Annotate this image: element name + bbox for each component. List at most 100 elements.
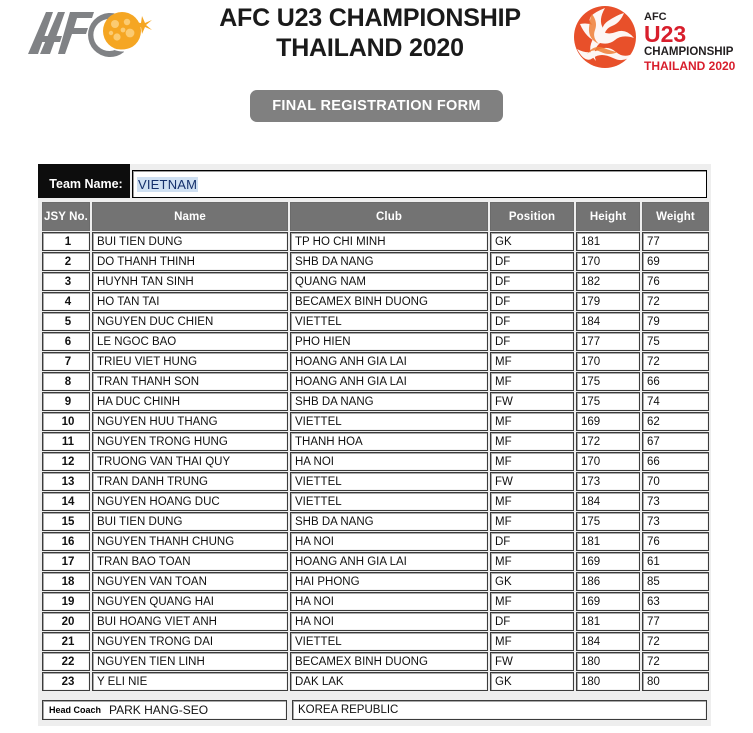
player-club[interactable]: HOANG ANH GIA LAI [290,352,488,371]
player-position[interactable]: FW [490,652,574,671]
player-height[interactable]: 170 [576,452,640,471]
player-club[interactable]: HOANG ANH GIA LAI [290,552,488,571]
player-jsy-number[interactable]: 17 [42,552,90,571]
player-jsy-number[interactable]: 4 [42,292,90,311]
player-weight[interactable]: 62 [642,412,709,431]
player-height[interactable]: 180 [576,672,640,691]
player-height[interactable]: 180 [576,652,640,671]
player-jsy-number[interactable]: 21 [42,632,90,651]
player-club[interactable]: DAK LAK [290,672,488,691]
player-club[interactable]: VIETTEL [290,312,488,331]
player-name[interactable]: NGUYEN QUANG HAI [92,592,288,611]
player-weight[interactable]: 72 [642,352,709,371]
player-club[interactable]: VIETTEL [290,412,488,431]
player-name[interactable]: NGUYEN TIEN LINH [92,652,288,671]
player-position[interactable]: DF [490,312,574,331]
player-name[interactable]: NGUYEN DUC CHIEN [92,312,288,331]
player-club[interactable]: THANH HOA [290,432,488,451]
player-club[interactable]: QUANG NAM [290,272,488,291]
player-weight[interactable]: 66 [642,372,709,391]
player-club[interactable]: BECAMEX BINH DUONG [290,292,488,311]
player-height[interactable]: 177 [576,332,640,351]
player-name[interactable]: TRAN BAO TOAN [92,552,288,571]
player-position[interactable]: MF [490,432,574,451]
player-position[interactable]: FW [490,472,574,491]
player-weight[interactable]: 74 [642,392,709,411]
player-weight[interactable]: 61 [642,552,709,571]
player-name[interactable]: NGUYEN TRONG DAI [92,632,288,651]
player-name[interactable]: BUI TIEN DUNG [92,232,288,251]
player-name[interactable]: TRAN THANH SON [92,372,288,391]
player-club[interactable]: VIETTEL [290,472,488,491]
player-position[interactable]: GK [490,232,574,251]
player-club[interactable]: HA NOI [290,592,488,611]
player-height[interactable]: 173 [576,472,640,491]
player-club[interactable]: PHO HIEN [290,332,488,351]
player-weight[interactable]: 80 [642,672,709,691]
player-club[interactable]: HAI PHONG [290,572,488,591]
player-height[interactable]: 169 [576,552,640,571]
head-coach-nationality-field[interactable]: KOREA REPUBLIC [292,700,707,720]
player-jsy-number[interactable]: 6 [42,332,90,351]
player-club[interactable]: HA NOI [290,452,488,471]
player-jsy-number[interactable]: 3 [42,272,90,291]
player-jsy-number[interactable]: 9 [42,392,90,411]
player-weight[interactable]: 66 [642,452,709,471]
player-jsy-number[interactable]: 15 [42,512,90,531]
player-club[interactable]: VIETTEL [290,492,488,511]
player-position[interactable]: MF [490,592,574,611]
player-height[interactable]: 175 [576,392,640,411]
player-name[interactable]: NGUYEN TRONG HUNG [92,432,288,451]
team-name-input[interactable]: VIETNAM [132,170,707,198]
player-weight[interactable]: 76 [642,272,709,291]
player-name[interactable]: HUYNH TAN SINH [92,272,288,291]
player-name[interactable]: TRAN DANH TRUNG [92,472,288,491]
player-height[interactable]: 181 [576,232,640,251]
player-weight[interactable]: 77 [642,612,709,631]
player-height[interactable]: 186 [576,572,640,591]
head-coach-name-field[interactable]: Head Coach PARK HANG-SEO [42,700,287,720]
player-height[interactable]: 179 [576,292,640,311]
player-position[interactable]: DF [490,292,574,311]
player-name[interactable]: NGUYEN VAN TOAN [92,572,288,591]
player-position[interactable]: MF [490,512,574,531]
player-club[interactable]: SHB DA NANG [290,252,488,271]
player-height[interactable]: 184 [576,492,640,511]
player-weight[interactable]: 69 [642,252,709,271]
player-club[interactable]: HA NOI [290,612,488,631]
player-height[interactable]: 170 [576,352,640,371]
player-name[interactable]: HO TAN TAI [92,292,288,311]
player-weight[interactable]: 85 [642,572,709,591]
player-position[interactable]: DF [490,272,574,291]
player-club[interactable]: VIETTEL [290,632,488,651]
player-position[interactable]: MF [490,552,574,571]
player-height[interactable]: 169 [576,412,640,431]
player-jsy-number[interactable]: 12 [42,452,90,471]
player-weight[interactable]: 72 [642,632,709,651]
player-weight[interactable]: 77 [642,232,709,251]
player-position[interactable]: GK [490,672,574,691]
player-name[interactable]: TRIEU VIET HUNG [92,352,288,371]
player-position[interactable]: MF [490,492,574,511]
player-club[interactable]: SHB DA NANG [290,512,488,531]
player-jsy-number[interactable]: 19 [42,592,90,611]
player-weight[interactable]: 73 [642,512,709,531]
player-weight[interactable]: 70 [642,472,709,491]
player-jsy-number[interactable]: 2 [42,252,90,271]
player-position[interactable]: DF [490,252,574,271]
player-jsy-number[interactable]: 7 [42,352,90,371]
player-jsy-number[interactable]: 1 [42,232,90,251]
player-club[interactable]: HA NOI [290,532,488,551]
player-weight[interactable]: 63 [642,592,709,611]
player-jsy-number[interactable]: 23 [42,672,90,691]
player-height[interactable]: 169 [576,592,640,611]
player-height[interactable]: 181 [576,532,640,551]
player-club[interactable]: BECAMEX BINH DUONG [290,652,488,671]
player-club[interactable]: TP HO CHI MINH [290,232,488,251]
player-height[interactable]: 184 [576,312,640,331]
player-position[interactable]: MF [490,632,574,651]
player-jsy-number[interactable]: 22 [42,652,90,671]
player-position[interactable]: MF [490,372,574,391]
player-position[interactable]: MF [490,352,574,371]
player-height[interactable]: 181 [576,612,640,631]
